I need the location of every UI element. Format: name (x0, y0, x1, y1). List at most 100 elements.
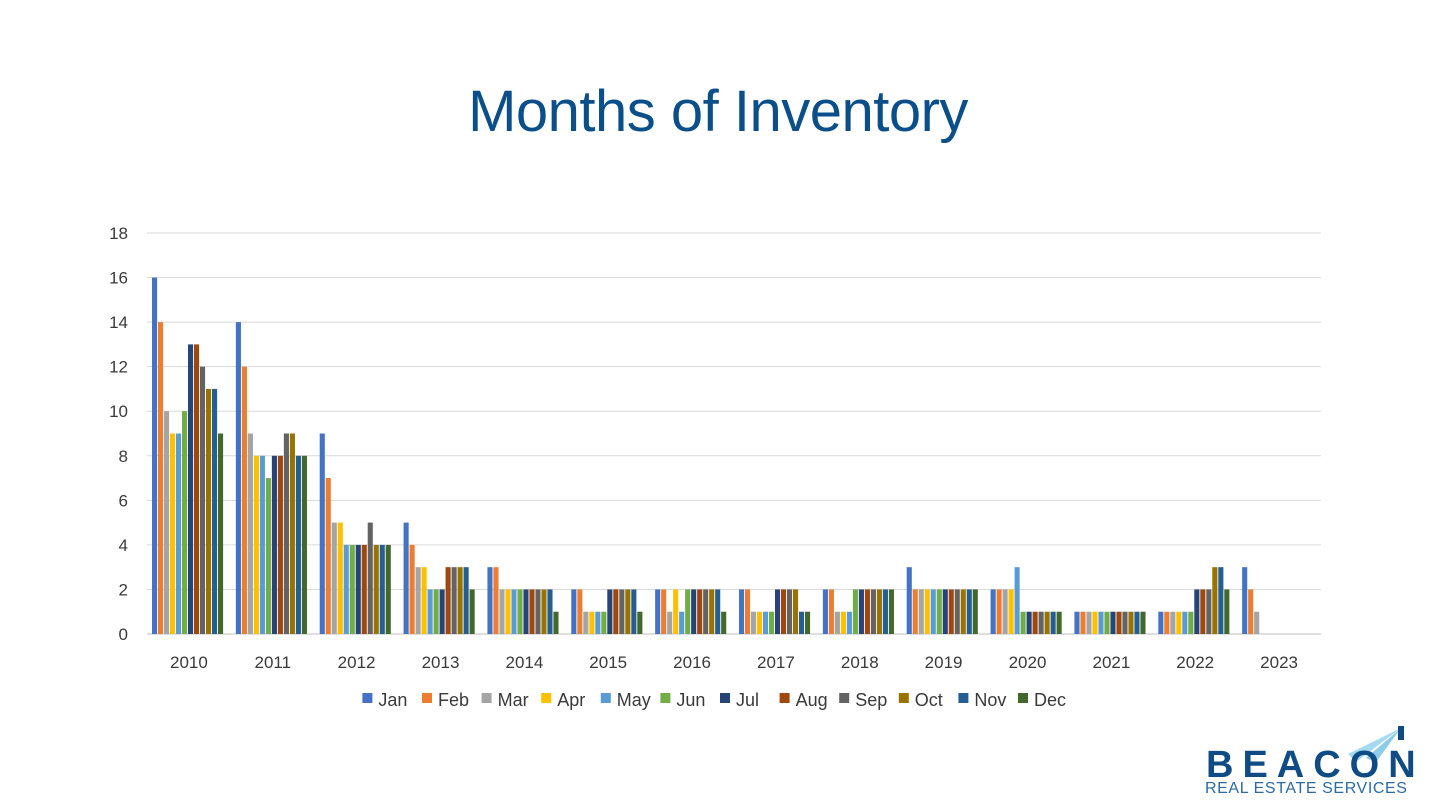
legend-swatch-dec (1018, 693, 1028, 703)
x-tick-label: 2017 (757, 653, 795, 672)
legend-label-may: May (617, 690, 651, 710)
bar-jul-2015 (607, 589, 613, 634)
legend-label-mar: Mar (498, 690, 529, 710)
bar-may-2013 (427, 589, 433, 634)
bar-jan-2018 (822, 589, 828, 634)
y-tick-label: 10 (109, 402, 128, 421)
bar-jan-2020 (990, 589, 996, 634)
bar-aug-2012 (361, 544, 367, 634)
logo-subtitle: REAL ESTATE SERVICES (1205, 780, 1408, 797)
bar-nov-2019 (966, 589, 972, 634)
bar-apr-2022 (1176, 611, 1182, 634)
bar-nov-2017 (799, 611, 805, 634)
x-tick-label: 2015 (589, 653, 627, 672)
lighthouse-beam-icon (1348, 726, 1404, 762)
bar-dec-2019 (972, 589, 978, 634)
bar-sep-2018 (870, 589, 876, 634)
legend-label-jun: Jun (676, 690, 705, 710)
bar-aug-2018 (864, 589, 870, 634)
bar-sep-2016 (703, 589, 709, 634)
bar-may-2014 (511, 589, 517, 634)
bar-may-2011 (259, 455, 265, 634)
bar-sep-2011 (283, 433, 289, 634)
beacon-logo: BEACON REAL ESTATE SERVICES (1196, 724, 1428, 800)
bar-apr-2010 (170, 433, 176, 634)
bar-apr-2021 (1092, 611, 1098, 634)
bar-feb-2010 (158, 322, 164, 634)
bar-may-2015 (595, 611, 601, 634)
bar-oct-2012 (373, 544, 379, 634)
legend-label-jul: Jul (736, 690, 759, 710)
bar-jul-2010 (188, 344, 194, 634)
bar-feb-2020 (996, 589, 1002, 634)
bar-dec-2018 (888, 589, 894, 634)
bar-sep-2017 (787, 589, 793, 634)
bar-jun-2014 (517, 589, 523, 634)
bar-nov-2012 (379, 544, 385, 634)
bar-dec-2015 (637, 611, 643, 634)
chart-title: Months of Inventory (468, 79, 968, 144)
bar-sep-2022 (1206, 589, 1212, 634)
bar-apr-2020 (1008, 589, 1014, 634)
bar-nov-2021 (1134, 611, 1140, 634)
bar-sep-2012 (367, 522, 373, 634)
bar-mar-2014 (499, 589, 505, 634)
bar-jan-2016 (655, 589, 661, 634)
bar-oct-2013 (457, 567, 463, 634)
y-tick-label: 2 (119, 580, 128, 599)
bar-oct-2022 (1212, 567, 1218, 634)
x-axis-ticks: 2010 2011 2012 2013 2014 2015 2016 2017 2018 2019… (170, 653, 1298, 672)
bar-jun-2011 (265, 478, 271, 634)
bar-feb-2019 (912, 589, 918, 634)
bar-feb-2021 (1080, 611, 1086, 634)
bar-nov-2016 (715, 589, 721, 634)
bar-mar-2021 (1086, 611, 1092, 634)
bar-jun-2010 (182, 411, 188, 634)
bars (152, 277, 1260, 634)
bar-sep-2013 (451, 567, 457, 634)
bar-apr-2012 (337, 522, 343, 634)
bar-jul-2020 (1026, 611, 1032, 634)
bar-oct-2011 (289, 433, 295, 634)
bar-mar-2019 (918, 589, 924, 634)
bar-may-2022 (1182, 611, 1188, 634)
bar-jul-2017 (775, 589, 781, 634)
legend-label-aug: Aug (796, 690, 828, 710)
bar-jan-2022 (1158, 611, 1164, 634)
bar-aug-2013 (445, 567, 451, 634)
bar-jul-2016 (691, 589, 697, 634)
bar-dec-2017 (805, 611, 811, 634)
bar-apr-2015 (589, 611, 595, 634)
legend-label-jan: Jan (378, 690, 407, 710)
bar-oct-2020 (1044, 611, 1050, 634)
bar-may-2017 (763, 611, 769, 634)
legend-swatch-aug (779, 693, 790, 703)
legend-swatch-feb (422, 693, 432, 703)
legend-swatch-nov (958, 693, 969, 703)
bar-dec-2010 (218, 433, 224, 634)
bar-jul-2021 (1110, 611, 1116, 634)
bar-aug-2021 (1116, 611, 1122, 634)
bar-jan-2019 (906, 567, 912, 634)
bar-apr-2011 (253, 455, 259, 634)
bar-dec-2016 (721, 611, 727, 634)
bar-sep-2010 (200, 366, 206, 634)
x-tick-label: 2021 (1092, 653, 1130, 672)
bar-jan-2012 (319, 433, 325, 634)
legend-label-dec: Dec (1034, 690, 1066, 710)
bar-dec-2013 (469, 589, 475, 634)
bar-mar-2017 (751, 611, 757, 634)
bar-jan-2021 (1074, 611, 1080, 634)
bar-dec-2012 (385, 544, 391, 634)
logo-word: BEACON (1206, 744, 1425, 786)
legend-swatch-jun (660, 693, 671, 703)
bar-nov-2011 (295, 455, 301, 634)
bar-jul-2013 (439, 589, 445, 634)
bar-nov-2015 (631, 589, 637, 634)
legend-label-nov: Nov (974, 690, 1006, 710)
bar-jan-2010 (152, 277, 158, 634)
bar-mar-2011 (247, 433, 253, 634)
bar-aug-2019 (948, 589, 954, 634)
bar-jan-2013 (403, 522, 409, 634)
